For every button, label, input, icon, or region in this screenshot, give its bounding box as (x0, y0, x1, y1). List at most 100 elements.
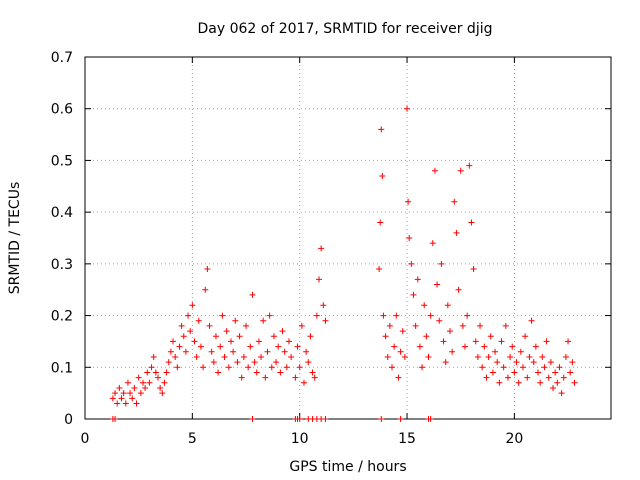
data-point (307, 333, 314, 340)
data-point (137, 390, 144, 397)
data-point (180, 333, 187, 340)
data-point (449, 348, 456, 355)
data-point (285, 338, 292, 345)
data-point (322, 416, 329, 422)
data-point (191, 338, 198, 345)
data-point (303, 348, 310, 355)
data-point (481, 343, 488, 350)
data-point (146, 379, 153, 386)
data-point (397, 416, 404, 422)
data-point (273, 359, 280, 366)
data-point (474, 353, 481, 360)
data-point (507, 353, 514, 360)
data-point (378, 416, 385, 422)
data-point (404, 105, 411, 112)
data-point (163, 369, 170, 376)
data-point (127, 390, 134, 397)
data-point (112, 390, 119, 397)
data-point (492, 348, 499, 355)
data-point (543, 338, 550, 345)
data-point (262, 374, 269, 381)
data-point (139, 379, 146, 386)
data-point (455, 286, 462, 293)
data-point (442, 359, 449, 366)
data-point (380, 312, 387, 319)
data-point (504, 374, 511, 381)
y-tick-label: 0 (64, 412, 73, 428)
data-point (292, 374, 299, 381)
data-point (470, 266, 477, 273)
data-point (238, 374, 245, 381)
data-point (457, 167, 464, 174)
data-point (223, 328, 230, 335)
data-point (313, 312, 320, 319)
data-point (170, 338, 177, 345)
x-tick-label: 0 (81, 431, 90, 447)
data-point (419, 364, 426, 371)
data-point (410, 291, 417, 298)
data-point (565, 338, 572, 345)
data-point (112, 416, 119, 422)
data-point (114, 400, 121, 407)
data-point (320, 302, 327, 309)
data-point (483, 374, 490, 381)
data-point (405, 198, 412, 205)
data-point (200, 364, 207, 371)
data-point (258, 353, 265, 360)
x-axis-title: GPS time / hours (289, 459, 406, 475)
data-point (552, 369, 559, 376)
chart-title: Day 062 of 2017, SRMTID for receiver dji… (198, 21, 493, 37)
data-point (539, 353, 546, 360)
data-point (391, 343, 398, 350)
data-point (133, 400, 140, 407)
data-point (377, 219, 384, 226)
data-point (161, 379, 168, 386)
data-point (558, 390, 565, 397)
data-point (189, 302, 196, 309)
data-point (446, 328, 453, 335)
data-point (395, 374, 402, 381)
data-point (479, 364, 486, 371)
data-point (148, 364, 155, 371)
data-point (517, 348, 524, 355)
x-tick-label: 20 (505, 431, 523, 447)
data-point (193, 353, 200, 360)
data-point (466, 162, 473, 169)
data-point (487, 333, 494, 340)
data-point (434, 281, 441, 288)
y-tick-label: 0.4 (51, 205, 73, 221)
data-point (232, 317, 239, 324)
data-point (429, 240, 436, 247)
data-point (389, 364, 396, 371)
y-tick-label: 0.2 (51, 309, 73, 325)
data-point (172, 353, 179, 360)
data-point (185, 312, 192, 319)
y-tick-label: 0.7 (51, 50, 73, 66)
data-point (210, 359, 217, 366)
data-point (406, 235, 413, 241)
data-point (528, 317, 535, 324)
data-point (309, 369, 316, 376)
data-point (379, 172, 386, 179)
data-point (247, 343, 254, 350)
data-point (560, 374, 567, 381)
data-point (122, 400, 129, 407)
data-point (494, 359, 501, 366)
data-point (150, 353, 157, 360)
x-tick-label: 15 (398, 431, 416, 447)
data-point (251, 359, 258, 366)
data-point (526, 353, 533, 360)
data-point (522, 333, 529, 340)
data-point (202, 286, 209, 293)
data-point (245, 364, 252, 371)
data-point (440, 338, 447, 345)
data-point (268, 364, 275, 371)
data-point (451, 198, 458, 205)
x-tick-label: 5 (188, 431, 197, 447)
data-point (187, 328, 194, 335)
data-point (316, 276, 323, 283)
data-point (109, 395, 116, 402)
data-point (219, 312, 226, 319)
data-point (459, 322, 466, 329)
